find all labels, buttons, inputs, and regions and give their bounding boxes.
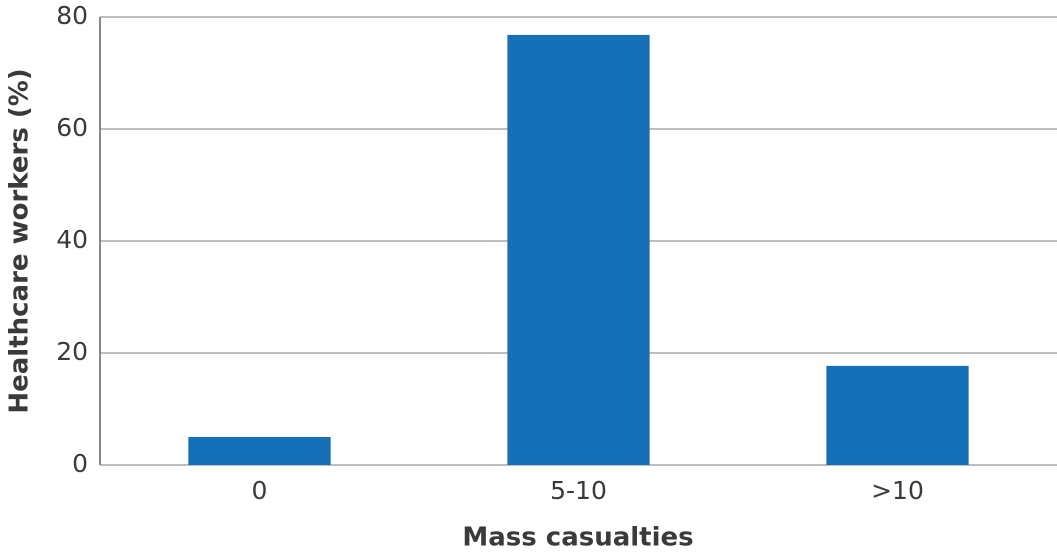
- y-tick-label: 0: [72, 449, 88, 478]
- y-tick-label: 20: [56, 337, 88, 366]
- y-axis-title: Healthcare workers (%): [5, 68, 35, 413]
- x-tick-label: 5-10: [550, 476, 607, 505]
- bar: [188, 437, 331, 465]
- x-tick-label: 0: [252, 476, 268, 505]
- y-tick-label: 80: [56, 1, 88, 30]
- bar: [507, 34, 650, 466]
- x-tick-label: >10: [871, 476, 924, 505]
- x-axis-title: Mass casualties: [462, 523, 693, 553]
- y-tick-label: 60: [56, 113, 88, 142]
- bar: [826, 365, 969, 465]
- y-tick-label: 40: [56, 225, 88, 254]
